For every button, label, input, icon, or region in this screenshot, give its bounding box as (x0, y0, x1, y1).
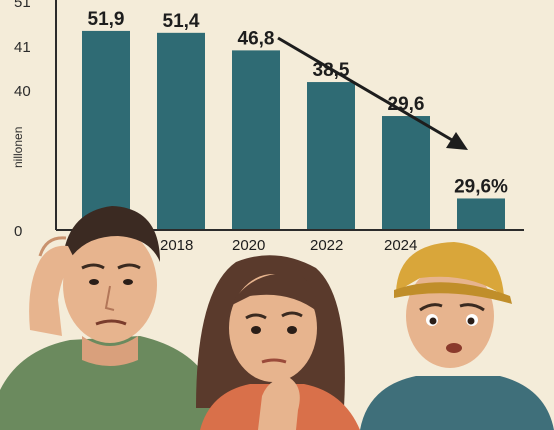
trend-arrow-icon (277, 36, 468, 150)
y-tick-label: 51 (14, 0, 31, 11)
bar (382, 116, 430, 229)
y-tick-label: 41 (14, 39, 31, 56)
bar-value-label: 51,4 (163, 11, 200, 32)
woman-thinking (196, 255, 360, 430)
bar-value-label: 29,6% (454, 176, 508, 197)
bar (82, 30, 130, 230)
man-worried (0, 206, 220, 430)
bar (457, 198, 505, 229)
x-tick-label: 2024 (384, 237, 417, 254)
bar (232, 50, 280, 229)
x-tick-label: 2018 (160, 237, 193, 254)
bar-value-label: 46,8 (238, 28, 275, 49)
y-tick-label: 40 (14, 83, 31, 100)
boy-cap-worried (360, 242, 554, 430)
bars-layer: 51,951,446,838,529,629,6% (82, 9, 508, 230)
bar-value-label: 29,6 (388, 94, 425, 115)
bar (307, 82, 355, 229)
bar (157, 32, 205, 229)
y-tick-label: 0 (14, 223, 22, 240)
people-illustration (0, 206, 554, 430)
bar-value-label: 51,9 (88, 9, 125, 30)
x-tick-label: 2022 (310, 237, 343, 254)
y-axis-label: nillonen (11, 127, 25, 168)
x-tick-label: 2020 (232, 237, 265, 254)
